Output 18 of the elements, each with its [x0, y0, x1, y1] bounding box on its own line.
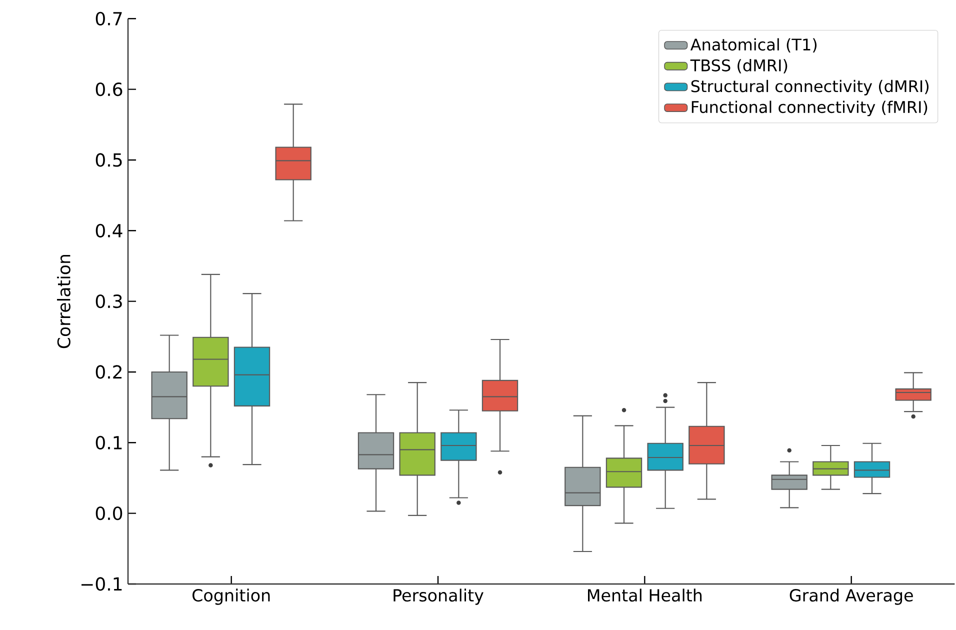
y-axis-title: Correlation	[57, 254, 70, 348]
y-tick-label: 0.3	[96, 294, 122, 308]
x-tick-label: Personality	[394, 588, 484, 605]
legend-label: Anatomical (T1)	[690, 38, 817, 52]
legend-label: Functional connectivity (fMRI)	[692, 100, 928, 116]
legend-label: Structural connectivity (dMRI)	[691, 80, 929, 96]
x-tick-label: Mental Health	[588, 588, 702, 602]
y-tick-label: 0.1	[96, 436, 122, 450]
y-tick-label: 0.0	[96, 506, 122, 520]
x-tick-label: Cognition	[192, 588, 270, 605]
y-tick-label: 0.7	[96, 12, 122, 26]
y-tick-label: 0.5	[96, 153, 122, 167]
x-tick-label: Grand Average	[790, 588, 913, 605]
y-tick-label: 0.2	[96, 365, 122, 379]
y-tick-label: −0.1	[81, 577, 122, 591]
y-tick-label: 0.6	[96, 82, 122, 96]
legend-label: TBSS (dMRI)	[690, 59, 788, 74]
y-tick-label: 0.4	[96, 224, 122, 238]
